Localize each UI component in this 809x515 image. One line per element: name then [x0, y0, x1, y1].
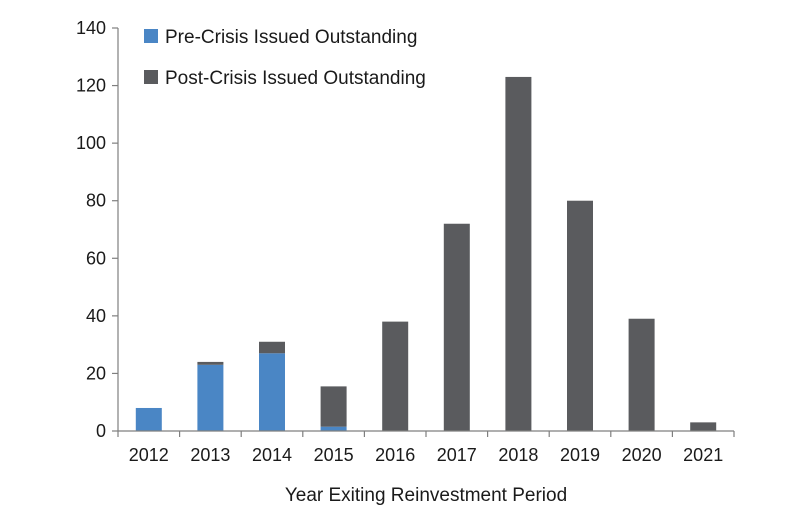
bar-post-crisis: [382, 321, 409, 431]
x-tick-label: 2013: [190, 445, 230, 465]
y-tick-label: 80: [86, 191, 106, 211]
bar-post-crisis: [567, 200, 593, 431]
bar-post-crisis: [259, 341, 285, 354]
bar-pre-crisis: [135, 407, 162, 431]
bar-pre-crisis: [197, 364, 224, 431]
legend-item-post-crisis: Post-Crisis Issued Outstanding: [144, 68, 426, 89]
y-tick-label: 100: [76, 133, 106, 153]
legend-swatch-post-crisis: [144, 70, 158, 84]
x-tick-label: 2018: [498, 445, 538, 465]
y-tick-label: 0: [96, 421, 106, 441]
x-axis-title: Year Exiting Reinvestment Period: [285, 485, 567, 506]
x-tick-label: 2017: [437, 445, 477, 465]
legend-item-pre-crisis: Pre-Crisis Issued Outstanding: [144, 27, 417, 48]
bar-post-crisis: [505, 76, 532, 431]
x-tick-label: 2021: [683, 445, 723, 465]
y-tick-label: 140: [76, 18, 106, 38]
x-tick-label: 2015: [314, 445, 354, 465]
x-ticks: 2012 2013 2014 2015 2016 2017 2018 2019 2020 2021: [117, 431, 735, 465]
y-tick-label: 20: [86, 363, 106, 383]
legend-label-pre-crisis: Pre-Crisis Issued Outstanding: [165, 27, 417, 48]
bars-layer: [135, 76, 717, 431]
x-tick-label: 2019: [560, 445, 600, 465]
y-tick-label: 120: [76, 76, 106, 96]
y-tick-label: 40: [86, 306, 106, 326]
x-tick-label: 2016: [375, 445, 415, 465]
bar-post-crisis: [443, 223, 470, 431]
x-tick-label: 2012: [129, 445, 169, 465]
legend-label-post-crisis: Post-Crisis Issued Outstanding: [165, 68, 426, 89]
x-tick-label: 2014: [252, 445, 292, 465]
bar-post-crisis: [690, 422, 717, 431]
x-tick-label: 2020: [622, 445, 662, 465]
y-tick-label: 60: [86, 248, 106, 268]
bar-pre-crisis: [320, 426, 347, 431]
legend-swatch-pre-crisis: [144, 29, 158, 43]
bar-post-crisis: [197, 361, 224, 365]
bar-post-crisis: [628, 318, 655, 431]
bar-pre-crisis: [259, 353, 285, 431]
legend: Pre-Crisis Issued Outstanding Post-Crisi…: [144, 27, 426, 89]
y-ticks: 0 20 40 60 80 100 120 140: [76, 18, 118, 441]
bar-post-crisis: [320, 386, 347, 427]
